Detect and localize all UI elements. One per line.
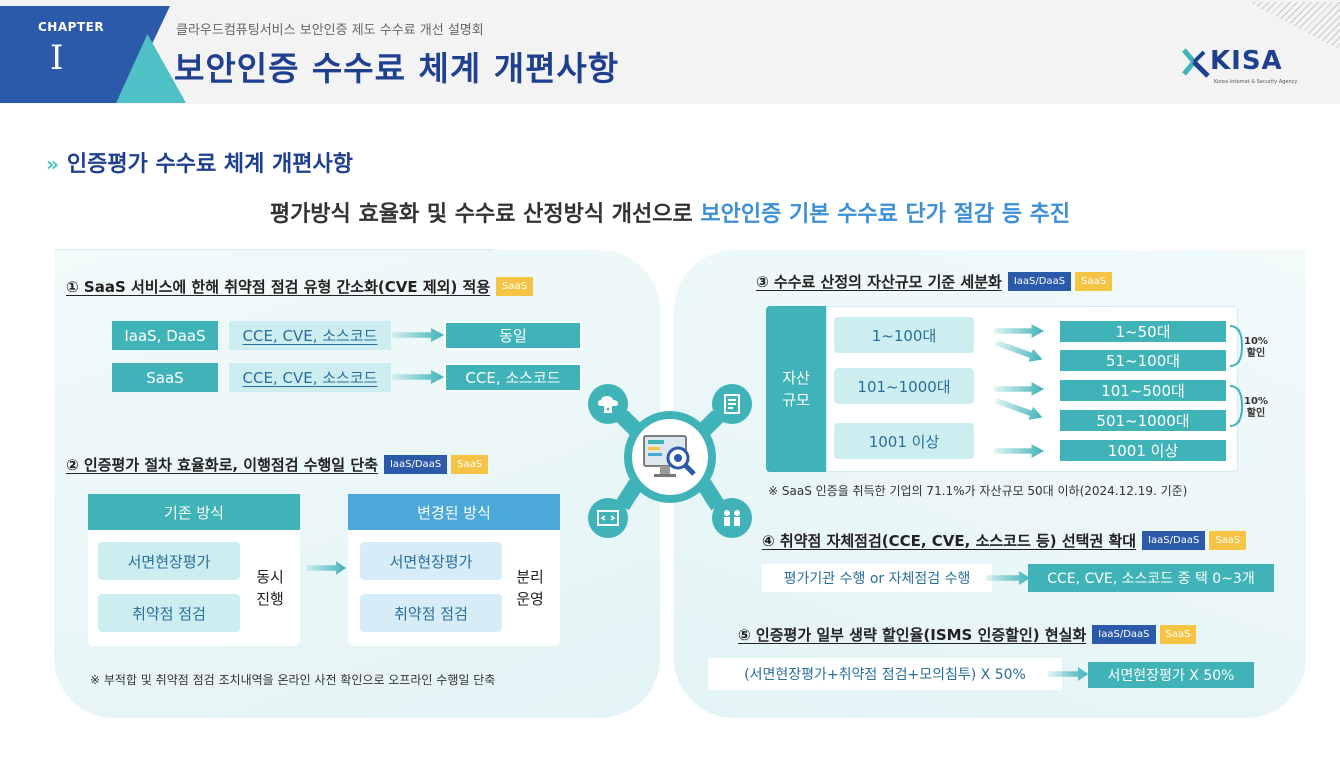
section-title: » 인증평가 수수료 체계 개편사항 — [46, 146, 353, 178]
item5-title: ⑤ 인증평가 일부 생략 할인율(ISMS 인증할인) 현실화 IaaS/Daa… — [738, 624, 1197, 645]
kisa-logo-subtitle: Korea Internet & Security Agency — [1214, 79, 1298, 85]
after-mode: 분리 운영 — [510, 566, 550, 610]
kisa-logo-text: KISA — [1210, 46, 1283, 76]
item1-row1-from-text: CCE, CVE, 소스코드 — [242, 327, 378, 345]
old-range-1: 1~100대 — [834, 317, 974, 353]
item4-from: 평가기관 수행 or 자체점검 수행 — [762, 564, 992, 592]
item4-title-text: ④ 취약점 자체점검(CCE, CVE, 소스코드 등) 선택권 확대 — [762, 532, 1137, 550]
before-mode-line2: 진행 — [256, 590, 284, 608]
after-mode-line1: 분리 — [516, 568, 544, 586]
asset-size-label: 자산 규모 — [766, 306, 826, 472]
chapter-label: CHAPTER — [38, 20, 105, 34]
item1-row2-type: SaaS — [112, 363, 218, 392]
corner-hatch-decoration — [1248, 2, 1340, 50]
saas-tag: SaaS — [1075, 272, 1112, 291]
new-range-5: 1001 이상 — [1060, 440, 1226, 461]
new-range-2: 51~100대 — [1060, 350, 1226, 371]
summary-line: 평가방식 효율화 및 수수료 산정방식 개선으로 보안인증 기본 수수료 단가 … — [0, 196, 1340, 228]
people-icon — [724, 510, 740, 526]
bracket-icon — [1229, 385, 1244, 427]
item1-row2-from-text: CCE, CVE, 소스코드 — [242, 369, 378, 387]
section-title-text: 인증평가 수수료 체계 개편사항 — [66, 152, 354, 177]
discount-1: 10% 할인 — [1244, 336, 1268, 360]
center-hub — [586, 372, 754, 542]
code-window-icon — [597, 510, 619, 526]
discount-1-line1: 10% — [1244, 336, 1268, 347]
monitor-magnifier-icon — [643, 435, 696, 477]
item1-title: ① SaaS 서비스에 한해 취약점 점검 유형 간소화(CVE 제외) 적용 … — [66, 276, 534, 297]
item1-row2-from: CCE, CVE, 소스코드 — [229, 363, 391, 392]
saas-tag: SaaS — [1159, 625, 1197, 644]
item1-title-text: ① SaaS 서비스에 한해 취약점 점검 유형 간소화(CVE 제외) 적용 — [66, 278, 491, 296]
checklist-icon — [724, 394, 740, 414]
saas-tag: SaaS — [451, 455, 489, 474]
cloud-lock-icon — [598, 396, 618, 413]
item5-title-text: ⑤ 인증평가 일부 생략 할인율(ISMS 인증할인) 현실화 — [738, 626, 1087, 644]
item1-row1-from: CCE, CVE, 소스코드 — [229, 321, 391, 350]
discount-2-line1: 10% — [1244, 396, 1268, 407]
item1-row2-to: CCE, 소스코드 — [444, 363, 582, 392]
asset-size-label-line1: 자산 — [782, 369, 810, 387]
asset-size-label-line2: 규모 — [782, 391, 810, 409]
header-bar: CHAPTER I 클라우드컴퓨팅서비스 보안인증 제도 수수료 개선 설명회 … — [0, 0, 1340, 104]
new-range-1: 1~50대 — [1060, 321, 1226, 342]
before-mode-line1: 동시 — [256, 568, 284, 586]
iaas-daas-tag: IaaS/DaaS — [1142, 531, 1206, 550]
old-range-3: 1001 이상 — [834, 423, 974, 459]
after-card-header: 변경된 방식 — [348, 494, 560, 530]
item5-from: (서면현장평가+취약점 점검+모의침투) X 50% — [708, 658, 1062, 690]
kisa-logo-mark — [1182, 48, 1210, 78]
item5-to: 서면현장평가 X 50% — [1088, 662, 1254, 688]
item2-title: ② 인증평가 절차 효율화로, 이행점검 수행일 단축 IaaS/DaaS Sa… — [66, 454, 489, 475]
after-mode-line2: 운영 — [516, 590, 544, 608]
item3-title: ③ 수수료 산정의 자산규모 기준 세분화 IaaS/DaaS SaaS — [756, 271, 1112, 292]
after-step-1: 서면현장평가 — [360, 542, 502, 580]
summary-plain: 평가방식 효율화 및 수수료 산정방식 개선으로 — [269, 202, 701, 227]
item2-note: ※ 부적합 및 취약점 점검 조치내역을 온라인 사전 확인으로 오프라인 수행… — [90, 673, 496, 687]
iaas-daas-tag: IaaS/DaaS — [1007, 272, 1072, 291]
item2-title-text: ② 인증평가 절차 효율화로, 이행점검 수행일 단축 — [66, 456, 378, 474]
old-range-2: 101~1000대 — [834, 368, 974, 404]
before-card-header: 기존 방식 — [88, 494, 300, 530]
after-step-2: 취약점 점검 — [360, 594, 502, 632]
before-step-1: 서면현장평가 — [98, 542, 240, 580]
item1-row1-to: 동일 — [444, 321, 582, 350]
item3-note: ※ SaaS 인증을 취득한 기업의 71.1%가 자산규모 50대 이하(20… — [768, 484, 1188, 498]
iaas-daas-tag: IaaS/DaaS — [383, 455, 448, 474]
saas-tag: SaaS — [1209, 531, 1247, 550]
header-subtitle: 클라우드컴퓨팅서비스 보안인증 제도 수수료 개선 설명회 — [176, 23, 484, 38]
asset-size-label-text: 자산 규모 — [782, 367, 810, 411]
discount-2: 10% 할인 — [1244, 396, 1268, 420]
before-mode: 동시 진행 — [250, 566, 290, 610]
discount-1-line2: 할인 — [1246, 348, 1266, 359]
summary-highlight: 보안인증 기본 수수료 단가 절감 등 추진 — [700, 202, 1071, 227]
bracket-icon — [1229, 325, 1244, 367]
double-chevron-icon: » — [46, 152, 59, 176]
chapter-number: I — [50, 38, 64, 78]
iaas-daas-tag: IaaS/DaaS — [1092, 625, 1156, 644]
new-range-4: 501~1000대 — [1060, 410, 1226, 431]
item3-title-text: ③ 수수료 산정의 자산규모 기준 세분화 — [756, 273, 1002, 291]
saas-tag: SaaS — [496, 277, 534, 296]
before-step-2: 취약점 점검 — [98, 594, 240, 632]
page-title: 보안인증 수수료 체계 개편사항 — [174, 49, 620, 88]
item4-title: ④ 취약점 자체점검(CCE, CVE, 소스코드 등) 선택권 확대 IaaS… — [762, 530, 1247, 551]
item4-to: CCE, CVE, 소스코드 중 택 0~3개 — [1028, 564, 1274, 592]
new-range-3: 101~500대 — [1060, 380, 1226, 401]
discount-2-line2: 할인 — [1246, 408, 1266, 419]
item1-row1-type: IaaS, DaaS — [112, 321, 218, 350]
